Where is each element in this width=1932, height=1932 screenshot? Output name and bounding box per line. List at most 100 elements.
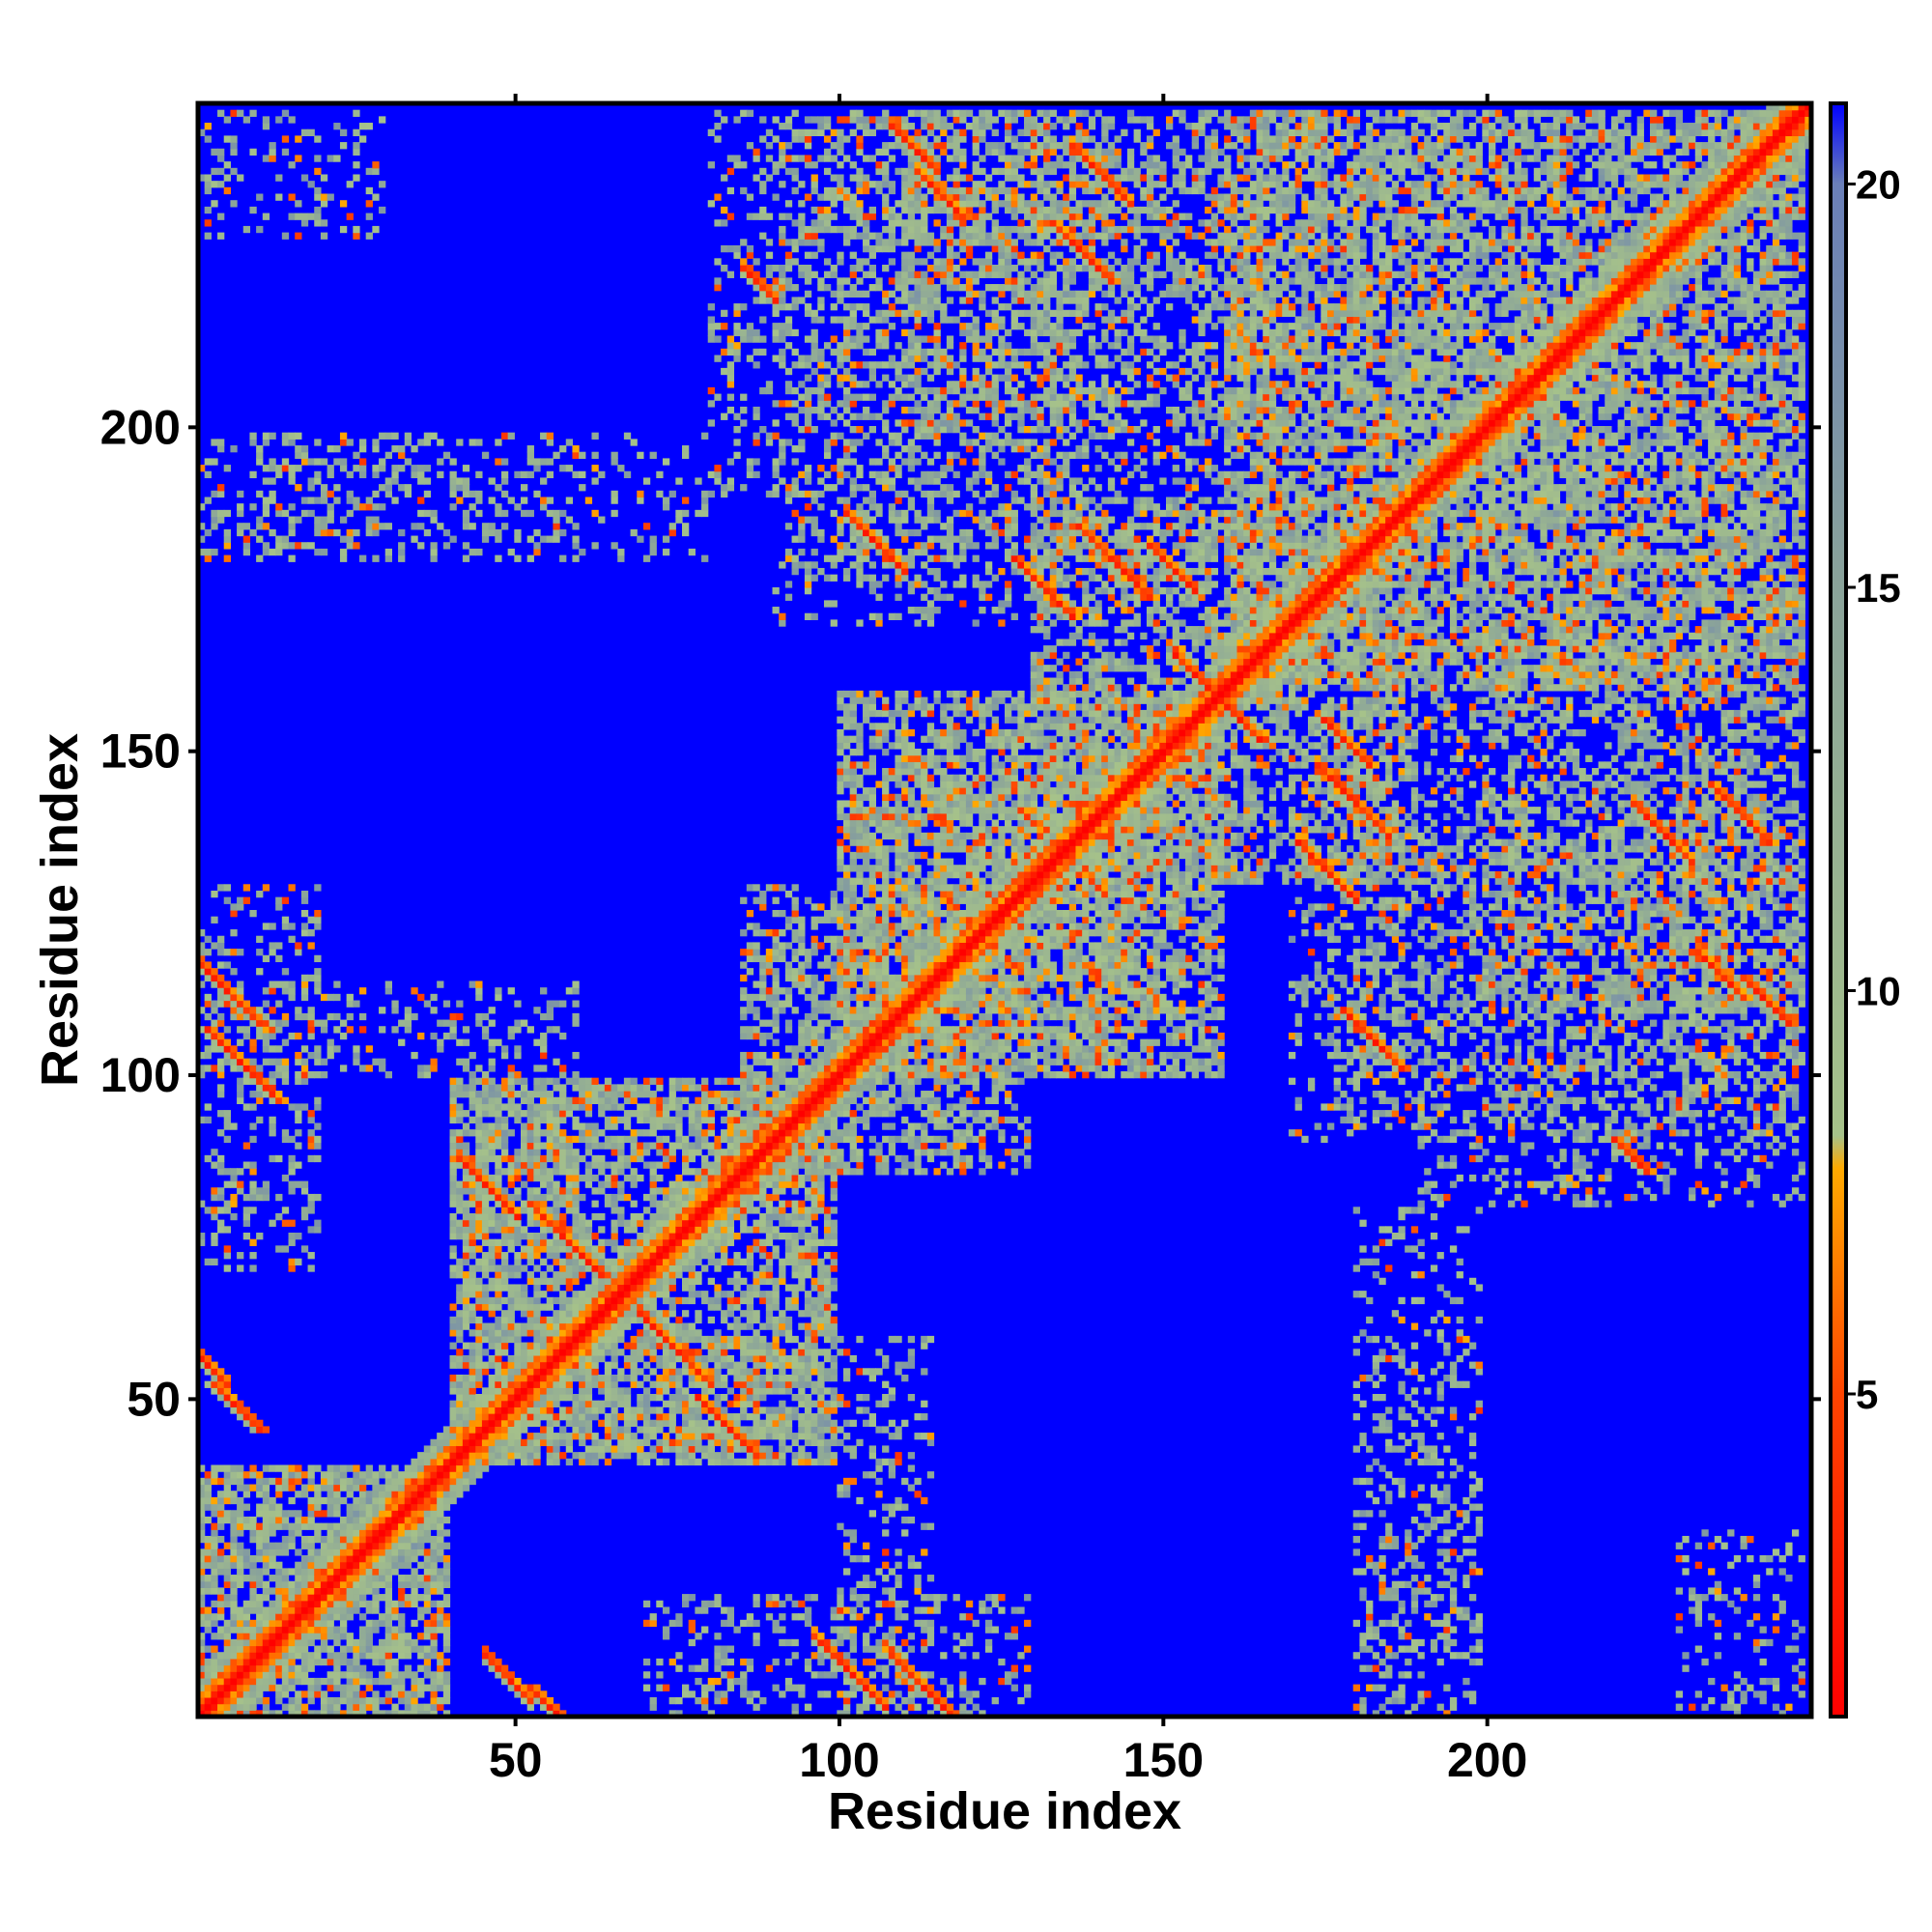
heatmap-cell xyxy=(449,1477,457,1486)
heatmap-cell xyxy=(462,1284,470,1292)
heatmap-cell xyxy=(617,1187,625,1195)
heatmap-cell xyxy=(384,548,392,556)
heatmap-cell xyxy=(269,1116,276,1124)
heatmap-cell xyxy=(668,1394,676,1402)
heatmap-cell xyxy=(449,1233,457,1240)
heatmap-cell xyxy=(320,1555,328,1563)
heatmap-cell xyxy=(572,1226,580,1234)
heatmap-cell xyxy=(469,1161,476,1169)
heatmap-cell xyxy=(591,1096,599,1104)
heatmap-cell xyxy=(475,1342,483,1350)
heatmap-cell xyxy=(475,1065,483,1072)
heatmap-cell xyxy=(379,1658,386,1666)
heatmap-cell xyxy=(204,1471,212,1479)
heatmap-cell xyxy=(249,503,257,511)
heatmap-cell xyxy=(423,1606,432,1614)
heatmap-cell xyxy=(275,1619,283,1628)
heatmap-cell xyxy=(726,342,735,350)
heatmap-cell xyxy=(611,1277,618,1286)
heatmap-cell xyxy=(398,484,406,492)
heatmap-cell xyxy=(223,465,231,472)
heatmap-cell xyxy=(327,1535,334,1544)
heatmap-cell xyxy=(269,1019,276,1027)
heatmap-cell xyxy=(637,1110,644,1118)
heatmap-cell xyxy=(237,1187,244,1195)
heatmap-cell xyxy=(384,1575,392,1582)
heatmap-cell xyxy=(404,1580,412,1588)
heatmap-cell xyxy=(256,1555,264,1563)
heatmap-cell xyxy=(275,1212,283,1221)
heatmap-cell xyxy=(591,1212,599,1221)
heatmap-cell xyxy=(384,1071,392,1079)
heatmap-cell xyxy=(682,1329,690,1337)
heatmap-cell xyxy=(668,1187,676,1195)
heatmap-cell xyxy=(417,1606,425,1614)
heatmap-cell xyxy=(642,1103,651,1111)
heatmap-cell xyxy=(204,1542,212,1549)
heatmap-cell xyxy=(584,1110,593,1118)
heatmap-cell xyxy=(423,1633,432,1640)
heatmap-cell xyxy=(611,1135,618,1144)
heatmap-cell xyxy=(533,1303,541,1311)
heatmap-cell xyxy=(288,923,296,930)
heatmap-cell xyxy=(198,1561,206,1569)
heatmap-cell xyxy=(740,161,748,169)
heatmap-cell xyxy=(384,554,392,562)
heatmap-cell xyxy=(237,528,244,537)
heatmap-cell xyxy=(733,1161,741,1169)
heatmap-cell xyxy=(288,439,296,446)
heatmap-cell xyxy=(546,1154,554,1163)
heatmap-cell xyxy=(611,1354,618,1363)
heatmap-cell xyxy=(623,470,632,479)
heatmap-cell xyxy=(249,1619,257,1628)
heatmap-cell xyxy=(449,1496,457,1505)
heatmap-cell xyxy=(242,1503,251,1511)
heatmap-cell xyxy=(623,1374,632,1382)
heatmap-cell xyxy=(611,1413,618,1421)
heatmap-cell xyxy=(533,1091,541,1098)
heatmap-cell xyxy=(300,1484,309,1492)
heatmap-cell xyxy=(584,1342,593,1350)
heatmap-cell xyxy=(262,1696,270,1705)
heatmap-cell xyxy=(495,1142,502,1150)
heatmap-cell xyxy=(649,1368,657,1376)
heatmap-cell xyxy=(281,1535,290,1544)
heatmap-cell xyxy=(398,1548,406,1556)
heatmap-cell xyxy=(230,1522,238,1530)
heatmap-cell xyxy=(281,1690,290,1698)
heatmap-cell xyxy=(198,1600,206,1608)
heatmap-cell xyxy=(726,1291,735,1298)
heatmap-cell xyxy=(579,1433,586,1440)
heatmap-cell xyxy=(365,1580,373,1588)
heatmap-cell xyxy=(714,1406,722,1414)
heatmap-cell xyxy=(565,1103,574,1111)
heatmap-cell xyxy=(353,503,360,511)
heatmap-cell xyxy=(204,1587,212,1595)
heatmap-cell xyxy=(269,1096,276,1104)
heatmap-cell xyxy=(507,1310,515,1318)
heatmap-cell xyxy=(623,1193,632,1202)
heatmap-cell xyxy=(500,1077,509,1085)
heatmap-cell xyxy=(733,1368,741,1376)
heatmap-cell xyxy=(295,1258,302,1265)
heatmap-cell xyxy=(353,1645,360,1653)
heatmap-cell xyxy=(365,1516,373,1524)
heatmap-cell xyxy=(533,1142,541,1150)
heatmap-cell xyxy=(579,1329,586,1337)
heatmap-cell xyxy=(430,1633,438,1640)
heatmap-cell xyxy=(288,116,296,124)
heatmap-cell xyxy=(295,1007,302,1014)
heatmap-cell xyxy=(320,1677,328,1686)
heatmap-cell xyxy=(598,1316,606,1324)
heatmap-cell xyxy=(384,1503,392,1511)
heatmap-cell xyxy=(295,1580,302,1588)
heatmap-cell xyxy=(437,1613,444,1621)
heatmap-cell xyxy=(275,1710,283,1718)
heatmap-cell xyxy=(198,929,206,937)
heatmap-cell xyxy=(256,1019,264,1027)
heatmap-cell xyxy=(314,910,322,918)
heatmap-cell xyxy=(307,213,315,220)
heatmap-cell xyxy=(295,1103,302,1111)
heatmap-cell xyxy=(540,1161,548,1169)
heatmap-cell xyxy=(437,1600,444,1608)
